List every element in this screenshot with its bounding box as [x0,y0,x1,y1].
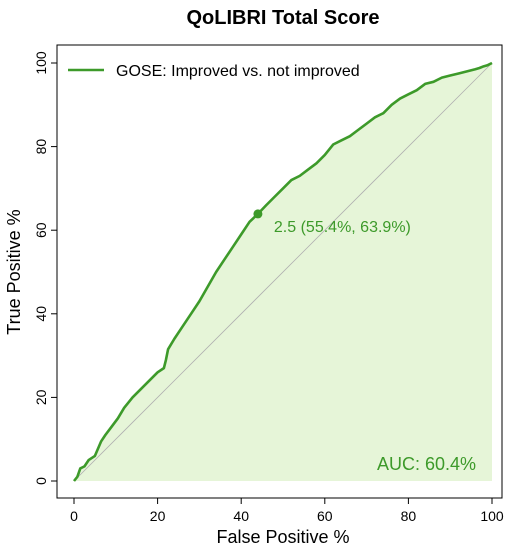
plot-frame [56,44,503,499]
x-tick-label: 40 [233,508,249,524]
x-tick-label: 80 [401,508,417,524]
x-tick-label: 0 [70,508,78,524]
x-tick-label: 60 [317,508,333,524]
y-tick-label: 100 [33,51,49,75]
y-tick-label: 80 [33,139,49,155]
chart-title: QoLIBRI Total Score [187,7,380,29]
x-axis-title: False Positive % [216,527,349,547]
y-tick-label: 0 [33,477,49,485]
x-tick-label: 100 [480,508,504,524]
plot-area: 0 20 40 60 80 100 0 20 40 60 80 100 2.5 (55.4%, 63.9… [33,44,504,524]
y-axis-title: True Positive % [4,209,24,334]
y-tick-label: 40 [33,306,49,322]
legend-label: GOSE: Improved vs. not improved [116,63,360,80]
y-tick-label: 20 [33,389,49,405]
roc-curve-line [72,61,493,482]
y-tick-label: 60 [33,222,49,238]
threshold-point-marker [253,209,263,219]
auc-label: AUC: 60.4% [377,454,476,474]
x-tick-label: 20 [150,508,166,524]
reference-diagonal-line [73,62,493,482]
threshold-point-label: 2.5 (55.4%, 63.9%) [274,219,411,236]
